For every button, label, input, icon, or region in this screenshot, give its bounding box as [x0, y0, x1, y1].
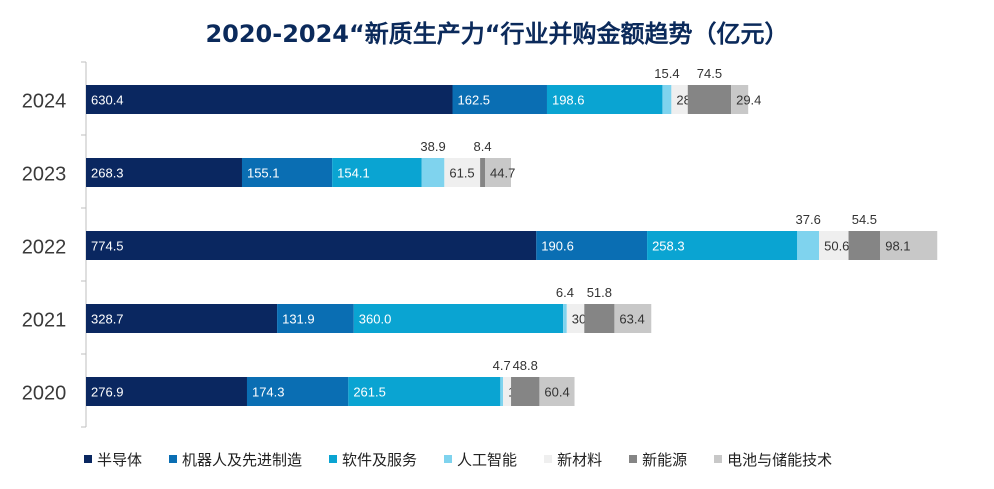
bar-segment: [86, 85, 453, 114]
bar-segment: [614, 304, 652, 333]
data-label: 261.5: [353, 385, 386, 400]
bar-segment: [546, 85, 663, 114]
bar-segment: [452, 85, 547, 114]
data-label: 162.5: [458, 93, 491, 108]
data-label: 8.4: [474, 139, 492, 154]
legend-swatch: [629, 455, 638, 463]
bar-segment: [880, 231, 938, 260]
bar-segment: [503, 377, 512, 406]
data-label: 98.1: [885, 239, 910, 254]
bar-segment: [353, 304, 564, 333]
legend-swatch: [714, 455, 723, 463]
bar-segment: [246, 377, 349, 406]
category-label: 2022: [22, 237, 67, 259]
legend-item: 人工智能: [444, 449, 517, 470]
data-label: 6.4: [556, 285, 574, 300]
data-label: 174.3: [252, 385, 285, 400]
data-label: 155.1: [247, 166, 280, 181]
legend-item: 新能源: [629, 449, 687, 470]
bar-segment: [348, 377, 501, 406]
legend-item: 软件及服务: [329, 449, 417, 470]
data-label: 131.9: [282, 312, 315, 327]
data-label: 38.9: [420, 139, 445, 154]
category-label: 2020: [22, 383, 67, 405]
bar-segment: [332, 158, 422, 187]
legend-label: 半导体: [97, 450, 143, 469]
stacked-bar-chart: 2024630.4162.5198.615.428.274.529.420232…: [22, 61, 938, 428]
bar-segment: [511, 377, 540, 406]
legend-swatch: [544, 455, 553, 463]
bar-segment: [86, 304, 278, 333]
data-label: 44.7: [490, 166, 515, 181]
data-label: 15.4: [654, 66, 679, 81]
bar-segment: [662, 85, 672, 114]
data-label: 360.0: [359, 312, 392, 327]
bar-segment: [86, 231, 537, 260]
bar-segment: [86, 377, 247, 406]
data-label: 74.5: [697, 66, 722, 81]
data-label: 190.6: [541, 239, 574, 254]
data-label: 198.6: [552, 93, 585, 108]
chart-legend: 半导体 机器人及先进制造 软件及服务 人工智能 新材料 新能源 电池与储能技术: [84, 448, 984, 470]
data-label: 4.7: [493, 358, 511, 373]
legend-swatch: [84, 455, 92, 463]
category-label: 2024: [22, 91, 67, 113]
bar-segment: [444, 158, 481, 187]
legend-label: 人工智能: [457, 450, 518, 469]
legend-item: 机器人及先进制造: [169, 449, 302, 470]
data-label: 60.4: [544, 385, 569, 400]
data-label: 276.9: [91, 385, 124, 400]
bar-segment: [485, 158, 511, 187]
data-label: 48.8: [513, 358, 538, 373]
bar-segment: [797, 231, 820, 260]
bar-segment: [421, 158, 445, 187]
data-label: 258.3: [652, 239, 685, 254]
bar-segment: [277, 304, 354, 333]
data-label: 29.4: [736, 93, 761, 108]
data-label: 774.5: [91, 239, 124, 254]
legend-swatch: [444, 455, 453, 463]
data-label: 54.5: [852, 212, 877, 227]
bar-segment: [86, 158, 242, 187]
legend-item: 半导体: [84, 449, 142, 470]
legend-item: 新材料: [544, 449, 602, 470]
category-label: 2023: [22, 164, 67, 186]
data-label: 37.6: [796, 212, 821, 227]
bar-segment: [819, 231, 849, 260]
data-label: 154.1: [337, 166, 370, 181]
data-label: 268.3: [91, 166, 124, 181]
bar-segment: [563, 304, 567, 333]
bar-segment: [671, 85, 688, 114]
chart-title: 2020-2024“新质生产力“行业并购金额趋势（亿元）: [205, 20, 789, 48]
bar-segment: [731, 85, 749, 114]
bar-segment: [536, 231, 648, 260]
legend-item: 电池与储能技术: [714, 449, 832, 470]
bar-segment: [539, 377, 575, 406]
bar-segment: [584, 304, 615, 333]
data-label: 63.4: [619, 312, 644, 327]
bar-segment: [647, 231, 798, 260]
legend-label: 机器人及先进制造: [182, 450, 303, 469]
bar-segment: [480, 158, 486, 187]
data-label: 50.6: [824, 239, 849, 254]
legend-swatch: [169, 455, 178, 463]
data-label: 630.4: [91, 93, 124, 108]
bar-segment: [241, 158, 333, 187]
category-label: 2021: [22, 310, 67, 332]
bar-segment: [500, 377, 504, 406]
bar-segment: [848, 231, 881, 260]
bar-segment: [687, 85, 732, 114]
bar-segment: [566, 304, 585, 333]
data-label: 51.8: [587, 285, 612, 300]
legend-swatch: [329, 455, 338, 463]
legend-label: 电池与储能技术: [727, 450, 833, 469]
data-label: 61.5: [449, 166, 474, 181]
legend-label: 新能源: [642, 450, 688, 469]
data-label: 328.7: [91, 312, 124, 327]
legend-label: 新材料: [557, 450, 603, 469]
legend-label: 软件及服务: [342, 450, 418, 469]
